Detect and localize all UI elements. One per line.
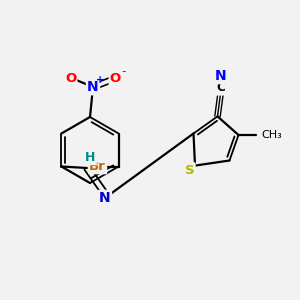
- Text: S: S: [185, 164, 194, 177]
- Text: Br: Br: [89, 160, 106, 173]
- Text: O: O: [65, 71, 76, 85]
- Text: H: H: [85, 151, 96, 164]
- Text: +: +: [95, 75, 104, 85]
- Text: N: N: [215, 69, 226, 83]
- Text: N: N: [87, 80, 99, 94]
- Text: C: C: [216, 81, 225, 94]
- Text: N: N: [99, 191, 111, 205]
- Text: O: O: [110, 71, 121, 85]
- Text: CH₃: CH₃: [261, 130, 282, 140]
- Text: -: -: [122, 65, 126, 79]
